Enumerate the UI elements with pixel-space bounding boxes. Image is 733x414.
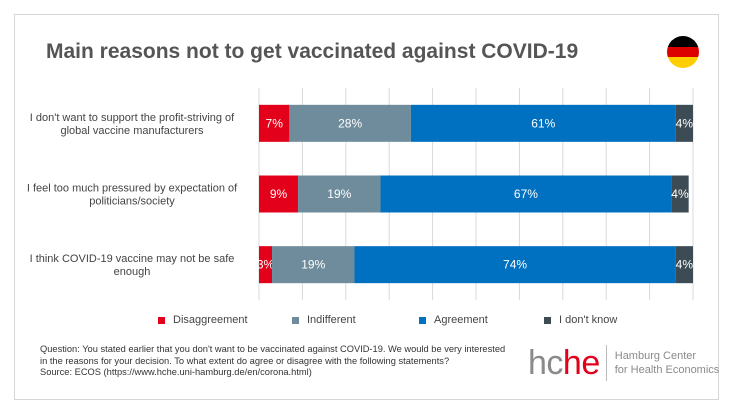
logo-text-line1: Hamburg Center bbox=[614, 350, 697, 362]
bar-data-label: 19% bbox=[327, 187, 351, 201]
logo-divider bbox=[605, 345, 607, 381]
legend-item-indifferent: Indifferent bbox=[292, 314, 356, 326]
bar-data-label: 67% bbox=[514, 187, 538, 201]
footnote-source: Source: ECOS (https://www.hche.uni-hambu… bbox=[40, 367, 312, 377]
category-label: global vaccine manufacturers bbox=[60, 125, 204, 137]
footnote-line: in the reasons for your decision. To wha… bbox=[40, 355, 450, 366]
chart-title: Main reasons not to get vaccinated again… bbox=[46, 40, 579, 63]
bar-data-label: 61% bbox=[531, 116, 555, 130]
bar-segment bbox=[259, 246, 273, 284]
germany-flag-icon bbox=[667, 36, 699, 68]
bar-data-label: 4% bbox=[676, 258, 694, 272]
legend-item-agreement: Agreement bbox=[419, 314, 488, 326]
logo-text: Hamburg Center for Health Economics bbox=[615, 349, 720, 377]
bar-segment bbox=[675, 246, 693, 284]
legend-label-dont-know: I don't know bbox=[559, 314, 618, 326]
survey-footnote: Question: You stated earlier that you do… bbox=[40, 344, 520, 379]
legend-swatch-agreement bbox=[419, 316, 426, 324]
category-label: I don't want to support the profit-striv… bbox=[30, 112, 235, 124]
bar-data-label: 7% bbox=[266, 116, 284, 130]
bar-segment bbox=[671, 175, 689, 213]
category-label: I think COVID-19 vaccine may not be safe bbox=[30, 253, 235, 265]
hche-logo: hche Hamburg Center for Health Economics bbox=[528, 345, 719, 381]
legend-label-indifferent: Indifferent bbox=[307, 314, 356, 326]
flag-stripe-gold bbox=[667, 57, 699, 68]
chart-legend: Disaggreement Indifferent Agreement I do… bbox=[0, 312, 733, 332]
bar-segment bbox=[259, 175, 299, 213]
legend-label-disagreement: Disaggreement bbox=[173, 314, 248, 326]
legend-item-disagreement: Disaggreement bbox=[158, 314, 248, 326]
legend-swatch-dont-know bbox=[544, 316, 551, 324]
legend-swatch-disagreement bbox=[158, 316, 165, 324]
category-label: enough bbox=[114, 266, 151, 278]
bar-segment bbox=[675, 104, 693, 142]
legend-item-dont-know: I don't know bbox=[544, 314, 617, 326]
bar-data-label: 3% bbox=[257, 258, 275, 272]
bar-segment bbox=[410, 104, 676, 142]
legend-swatch-indifferent bbox=[292, 316, 299, 324]
bar-data-label: 74% bbox=[503, 258, 527, 272]
bar-data-label: 19% bbox=[301, 258, 325, 272]
bar-data-label: 28% bbox=[338, 116, 362, 130]
bar-data-label: 9% bbox=[270, 187, 288, 201]
category-label: politicians/society bbox=[89, 196, 175, 208]
bar-segment bbox=[380, 175, 672, 213]
footnote-line: Question: You stated earlier that you do… bbox=[40, 344, 506, 354]
bar-data-label: 4% bbox=[676, 116, 694, 130]
category-label: I feel too much pressured by expectation… bbox=[27, 183, 238, 195]
bar-segment bbox=[298, 175, 381, 213]
legend-label-agreement: Agreement bbox=[434, 314, 488, 326]
bar-data-label: 4% bbox=[671, 187, 689, 201]
logo-text-line2: for Health Economics bbox=[614, 364, 720, 376]
flag-stripe-black bbox=[667, 36, 699, 47]
bar-segment bbox=[259, 104, 290, 142]
bar-segment bbox=[272, 246, 355, 284]
hche-logo-mark: hche bbox=[528, 344, 600, 382]
bar-segment bbox=[289, 104, 411, 142]
bar-segment bbox=[354, 246, 676, 284]
flag-stripe-red bbox=[667, 46, 699, 58]
